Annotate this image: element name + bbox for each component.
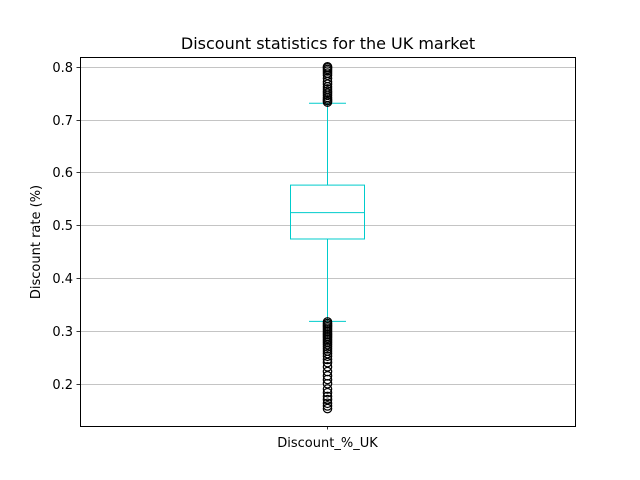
outlier-point [322, 398, 333, 409]
chart-title: Discount statistics for the UK market [181, 34, 475, 53]
plot-area-frame [80, 57, 576, 427]
outlier-point [322, 391, 333, 402]
y-axis-label: Discount rate (%) [29, 185, 44, 299]
x-tick-label: Discount_%_UK [277, 436, 378, 451]
outlier-point [322, 362, 333, 372]
outlier-point [322, 394, 333, 405]
interquartile-box [290, 184, 365, 240]
y-tick-label: 0.7 [52, 114, 73, 129]
box-group [290, 61, 365, 414]
outlier-point [322, 61, 333, 72]
y-axis-ticks: 0.2 0.3 0.4 0.5 0.6 0.7 0.8 [52, 61, 80, 393]
outlier-point [322, 384, 333, 394]
outlier-point [322, 401, 333, 411]
box-plot-series [290, 61, 365, 414]
outlier-point [322, 351, 333, 362]
outlier-point [322, 317, 333, 327]
x-axis-ticks: Discount_%_UK [277, 426, 378, 451]
y-tick-label: 0.4 [52, 272, 73, 287]
y-tick-label: 0.6 [52, 166, 73, 181]
y-tick-label: 0.3 [52, 325, 73, 340]
y-tick-label: 0.8 [52, 61, 73, 76]
y-tick-label: 0.2 [52, 378, 73, 393]
y-tick-label: 0.5 [52, 219, 73, 234]
